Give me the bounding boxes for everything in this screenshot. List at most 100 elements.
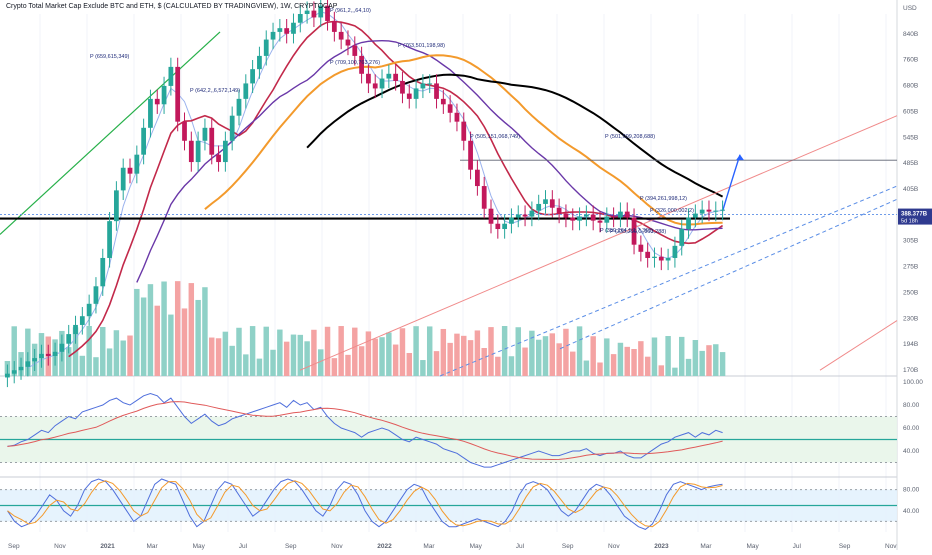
volume-bar bbox=[719, 352, 726, 376]
candle-body bbox=[359, 55, 364, 74]
candle-body bbox=[652, 256, 657, 258]
candle-body bbox=[597, 220, 603, 223]
time-tick-label: Nov bbox=[885, 543, 897, 550]
candle-body bbox=[481, 186, 487, 209]
candle-body bbox=[304, 10, 310, 14]
price-range-label: P (709,100,763,276) bbox=[330, 60, 380, 66]
volume-bar bbox=[515, 327, 521, 376]
volume-bar bbox=[576, 326, 583, 376]
volume-bar bbox=[426, 326, 433, 376]
candle-body bbox=[440, 98, 446, 105]
volume-bar bbox=[386, 332, 392, 376]
candle-body bbox=[638, 244, 644, 252]
candle-body bbox=[631, 217, 637, 245]
price-tick-label: 170B bbox=[903, 367, 918, 374]
ma-orange-line bbox=[204, 54, 723, 226]
candle-body bbox=[45, 353, 51, 356]
current-value-label: 388.377B bbox=[901, 212, 928, 218]
volume-bar bbox=[467, 340, 474, 376]
candle-body bbox=[257, 55, 262, 70]
candle-body bbox=[270, 31, 276, 40]
candle-body bbox=[202, 127, 208, 141]
candle-body bbox=[720, 209, 725, 211]
price-tick-label: 485B bbox=[903, 160, 918, 167]
candle-body bbox=[386, 73, 392, 79]
candle-body bbox=[406, 93, 412, 99]
volume-bar bbox=[120, 340, 126, 376]
candle-body bbox=[107, 221, 112, 258]
time-tick-label: May bbox=[747, 543, 760, 550]
axes: USD840B760B680B605B545B485B405B335B305B2… bbox=[8, 5, 932, 550]
rsi-tick-label: 60.00 bbox=[903, 425, 920, 432]
volume-bars bbox=[4, 281, 726, 376]
volume-bar bbox=[290, 334, 297, 376]
volume-bar bbox=[447, 342, 453, 376]
candle-body bbox=[229, 115, 235, 141]
candle-body bbox=[604, 216, 610, 223]
volume-bar bbox=[338, 326, 344, 376]
channel-red-lower bbox=[819, 320, 898, 371]
candle-body bbox=[413, 88, 419, 99]
candle-body bbox=[624, 211, 630, 218]
candle-body bbox=[699, 209, 705, 214]
candle-body bbox=[134, 154, 140, 174]
volume-bar bbox=[100, 326, 106, 376]
time-tick-label: Sep bbox=[562, 543, 574, 550]
candle-body bbox=[475, 169, 480, 187]
time-tick-label: Mar bbox=[146, 543, 158, 550]
candle-body bbox=[393, 73, 399, 81]
candle-body bbox=[79, 316, 85, 325]
volume-bar bbox=[433, 351, 440, 376]
price-range-label: P (359,264,1,1,7,368) bbox=[600, 228, 653, 234]
volume-bar bbox=[570, 351, 576, 376]
candle-body bbox=[11, 370, 17, 374]
annotations: P (961,2,,,64,10) P (709,100,763,276) P (7… bbox=[90, 8, 694, 235]
stoch-tick-label: 40.00 bbox=[903, 508, 920, 515]
current-value-tag bbox=[898, 208, 932, 225]
time-tick-label: 2021 bbox=[100, 543, 115, 550]
volume-bar bbox=[127, 335, 133, 376]
candles bbox=[5, 0, 725, 388]
volume-bar bbox=[93, 357, 99, 376]
price-range-label: P (763,501,198,98) bbox=[398, 43, 445, 49]
ma-black-line bbox=[306, 73, 724, 198]
candle-body bbox=[590, 214, 596, 221]
candle-body bbox=[447, 104, 453, 113]
candle-body bbox=[236, 98, 242, 116]
candle-body bbox=[672, 245, 678, 258]
candle-body bbox=[488, 208, 494, 224]
candle-body bbox=[100, 257, 106, 287]
candle-body bbox=[570, 217, 576, 221]
volume-bar bbox=[617, 342, 624, 376]
candle-body bbox=[502, 223, 508, 230]
volume-bar bbox=[399, 328, 406, 376]
stoch-d-line bbox=[7, 480, 723, 528]
price-range-label: P (326,000,002,2) bbox=[650, 208, 694, 214]
time-tick-label: Jul bbox=[516, 543, 525, 550]
volume-bar bbox=[318, 349, 324, 376]
candle-body bbox=[39, 353, 44, 359]
time-tick-label: Sep bbox=[839, 543, 851, 550]
time-tick-label: Jul bbox=[239, 543, 248, 550]
time-tick-label: Nov bbox=[608, 543, 620, 550]
candle-body bbox=[536, 203, 542, 211]
price-tick-label: 230B bbox=[903, 315, 918, 322]
volume-bar bbox=[522, 347, 528, 376]
volume-bar bbox=[481, 348, 487, 376]
volume-bar bbox=[665, 336, 671, 376]
volume-bar bbox=[685, 358, 692, 376]
volume-bar bbox=[549, 333, 556, 376]
candle-body bbox=[297, 14, 303, 23]
candle-body bbox=[420, 83, 426, 89]
volume-bar bbox=[358, 346, 365, 376]
candle-body bbox=[522, 214, 528, 217]
candle-body bbox=[325, 5, 330, 21]
candle-body bbox=[686, 217, 691, 230]
volume-bar bbox=[195, 299, 201, 376]
volume-bar bbox=[583, 360, 590, 376]
candle-body bbox=[195, 140, 201, 163]
candle-body bbox=[706, 209, 712, 212]
candle-body bbox=[148, 98, 153, 128]
volume-bar bbox=[529, 330, 535, 376]
